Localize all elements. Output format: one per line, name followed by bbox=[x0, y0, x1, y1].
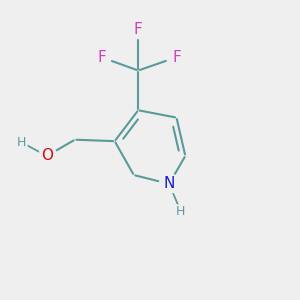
Text: O: O bbox=[41, 148, 53, 164]
Text: F: F bbox=[134, 22, 142, 37]
Text: H: H bbox=[17, 136, 27, 149]
Text: N: N bbox=[164, 176, 175, 191]
Text: F: F bbox=[97, 50, 106, 65]
Text: F: F bbox=[172, 50, 181, 65]
Text: H: H bbox=[176, 205, 186, 218]
